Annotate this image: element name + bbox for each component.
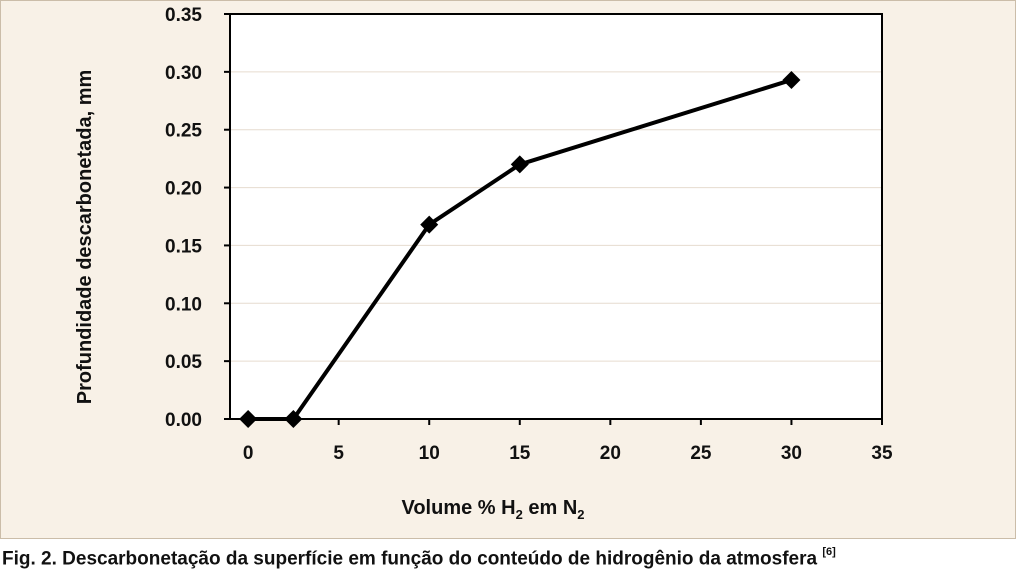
y-tick-label: 0.10 xyxy=(165,294,202,315)
x-tick-label: 25 xyxy=(690,443,712,464)
figure-caption: Fig. 2. Descarbonetação da superfície em… xyxy=(2,546,1022,570)
data-point-marker xyxy=(782,70,801,89)
x-tick-labels: 0 5 10 15 20 25 30 35 xyxy=(243,443,893,464)
data-point-marker xyxy=(284,410,303,428)
y-tick-label: 0.25 xyxy=(165,121,202,142)
x-tick-label: 20 xyxy=(600,443,621,464)
plot-frame xyxy=(229,13,883,420)
y-tick-label: 0.05 xyxy=(165,352,202,373)
x-tick-label: 5 xyxy=(333,443,344,464)
chart-panel: 0.00 0.05 0.10 0.15 0.20 0.25 0.30 0.35 0 5 10 15 2… xyxy=(0,0,1016,539)
caption-text: Fig. 2. Descarbonetação da superfície em… xyxy=(2,548,823,570)
axes xyxy=(224,13,883,425)
caption-reference: [6] xyxy=(822,546,836,558)
x-tick-label: 15 xyxy=(509,443,531,464)
data-point-marker xyxy=(420,215,439,234)
x-tick-label: 10 xyxy=(419,443,440,464)
x-axis-title: Volume % H2 em N2 xyxy=(401,497,584,522)
y-tick-label: 0.30 xyxy=(165,63,202,84)
y-axis-title: Profundidade descarbonetada, mm xyxy=(74,70,96,405)
y-tick-label: 0.35 xyxy=(165,5,202,26)
data-series xyxy=(239,70,801,428)
x-tick-label: 0 xyxy=(243,443,254,464)
data-point-marker xyxy=(510,155,529,174)
y-tick-labels: 0.00 0.05 0.10 0.15 0.20 0.25 0.30 0.35 xyxy=(165,5,202,431)
chart: 0.00 0.05 0.10 0.15 0.20 0.25 0.30 0.35 0 5 10 15 2… xyxy=(74,5,893,522)
data-point-marker xyxy=(239,410,258,428)
grid-lines xyxy=(230,71,882,362)
y-tick-label: 0.20 xyxy=(165,179,202,200)
y-tick-label: 0.15 xyxy=(165,236,202,257)
x-tick-label: 35 xyxy=(871,443,893,464)
x-tick-label: 30 xyxy=(781,443,802,464)
y-tick-label: 0.00 xyxy=(165,410,202,431)
plot-area xyxy=(230,14,882,419)
